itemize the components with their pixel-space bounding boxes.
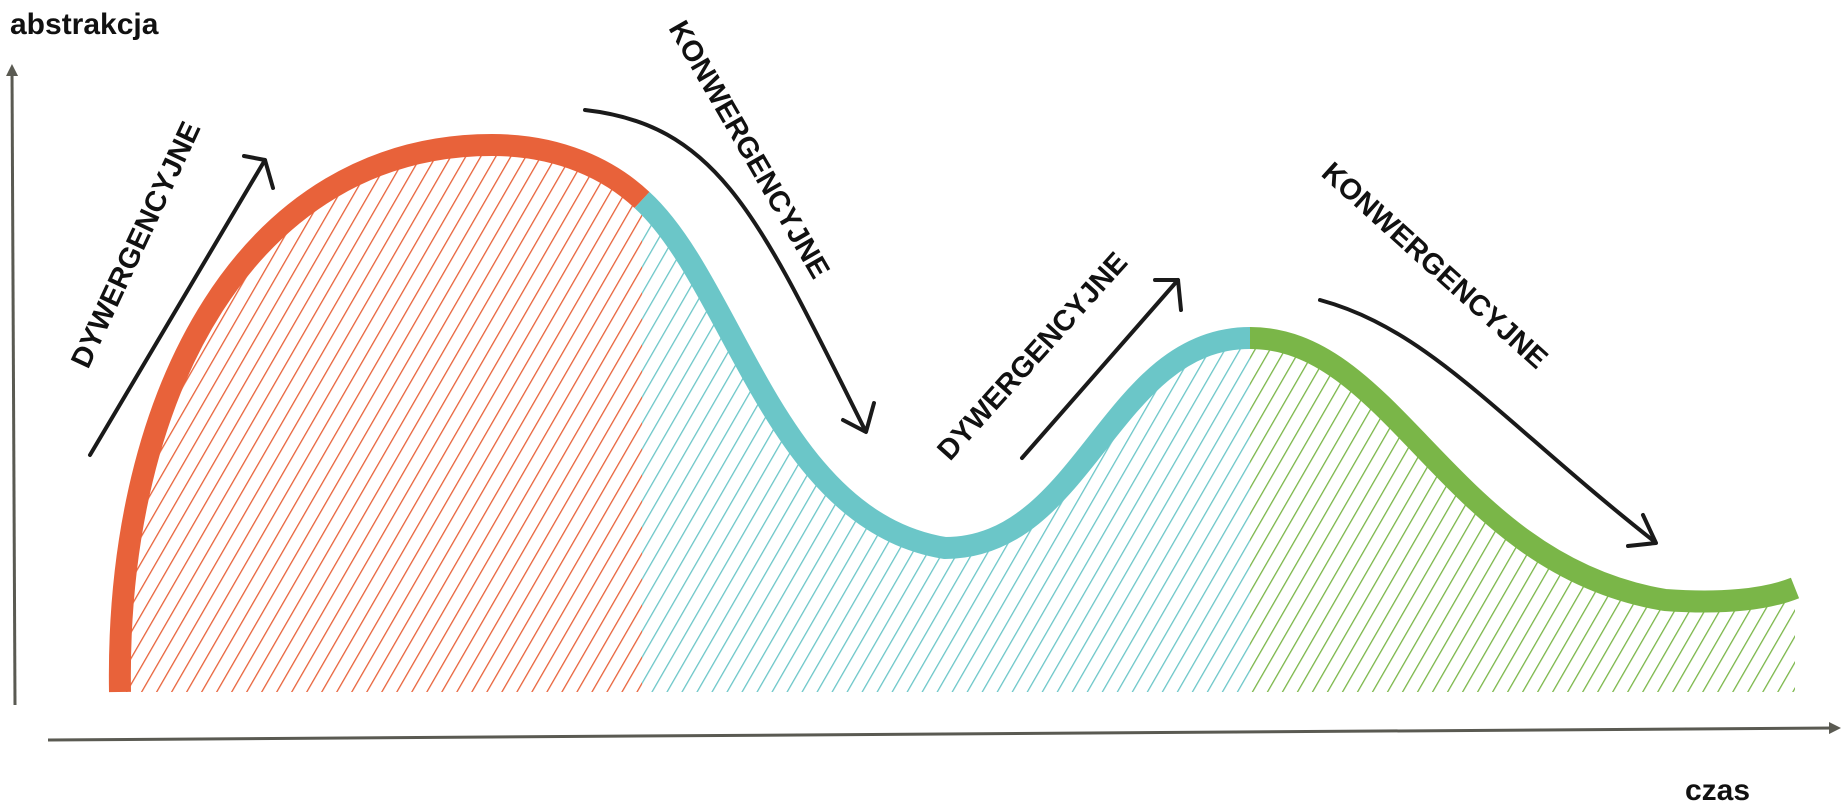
process-curve — [108, 133, 1800, 693]
area-convergent-1-divergent-2 — [642, 200, 1250, 692]
area-divergent-1 — [119, 145, 642, 692]
axes: abstrakcja czas — [6, 8, 1841, 807]
arrow-convergent-1 — [583, 108, 876, 434]
curve-segment-teal — [634, 191, 1251, 560]
arrow-divergent-1 — [88, 154, 275, 457]
phase-label-convergent-2: KONWERGENCYJNE — [1315, 156, 1553, 375]
y-axis — [6, 64, 19, 706]
arrow-convergent-2 — [1318, 298, 1658, 548]
x-axis-label: czas — [1685, 774, 1750, 807]
x-axis — [47, 722, 1841, 742]
curve-segment-red — [108, 133, 650, 693]
arrow-divergent-2 — [1020, 278, 1183, 460]
y-axis-label: abstrakcja — [10, 8, 159, 41]
curve-segment-green — [1249, 327, 1800, 613]
area-convergent-2 — [1250, 338, 1795, 692]
phase-arrows — [88, 108, 1658, 548]
